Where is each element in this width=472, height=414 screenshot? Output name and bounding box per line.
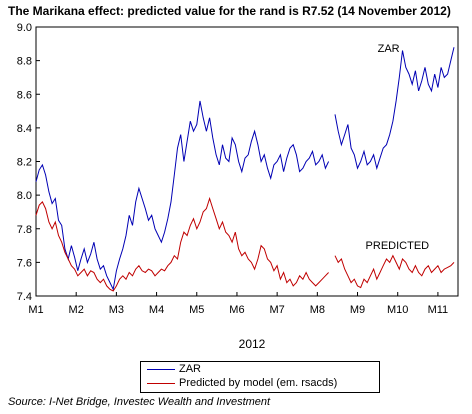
- x-tick-label: M8: [310, 304, 325, 316]
- legend-item-zar: ZAR: [141, 362, 379, 376]
- source-note: Source: I-Net Bridge, Investec Wealth an…: [8, 396, 271, 408]
- series-line-zar: [35, 47, 455, 291]
- x-tick-label: M6: [229, 304, 244, 316]
- x-tick-label: M1: [28, 304, 43, 316]
- annotation-predicted: PREDICTED: [366, 240, 430, 252]
- y-tick-label: 7.4: [17, 291, 32, 303]
- x-axis-title: 2012: [239, 337, 266, 351]
- y-tick-label: 8.8: [17, 56, 32, 68]
- y-tick-label: 9.0: [17, 22, 32, 34]
- x-tick-label: M7: [270, 304, 285, 316]
- x-tick-label: M2: [69, 304, 84, 316]
- annotation-zar: ZAR: [378, 43, 400, 55]
- y-tick-label: 8.2: [17, 157, 32, 169]
- y-tick-label: 8.4: [17, 123, 32, 135]
- x-tick-label: M9: [350, 304, 365, 316]
- y-tick-label: 7.6: [17, 257, 32, 269]
- x-tick-label: M3: [109, 304, 124, 316]
- legend-swatch-zar: [147, 369, 175, 370]
- legend-swatch-predicted: [147, 383, 175, 384]
- series-line-predicted: [35, 196, 455, 292]
- x-tick-label: M10: [387, 304, 408, 316]
- x-tick-label: M11: [428, 304, 449, 316]
- legend-label-zar: ZAR: [179, 363, 201, 375]
- y-tick-label: 7.8: [17, 224, 32, 236]
- x-tick-label: M5: [189, 304, 204, 316]
- legend-item-predicted: Predicted by model (em. rsacds): [141, 376, 379, 390]
- y-tick-label: 8.0: [17, 190, 32, 202]
- legend: ZAR Predicted by model (em. rsacds): [140, 361, 380, 393]
- x-tick-label: M4: [149, 304, 164, 316]
- legend-label-predicted: Predicted by model (em. rsacds): [179, 377, 338, 389]
- y-tick-label: 8.6: [17, 89, 32, 101]
- chart-title: The Marikana effect: predicted value for…: [8, 4, 451, 18]
